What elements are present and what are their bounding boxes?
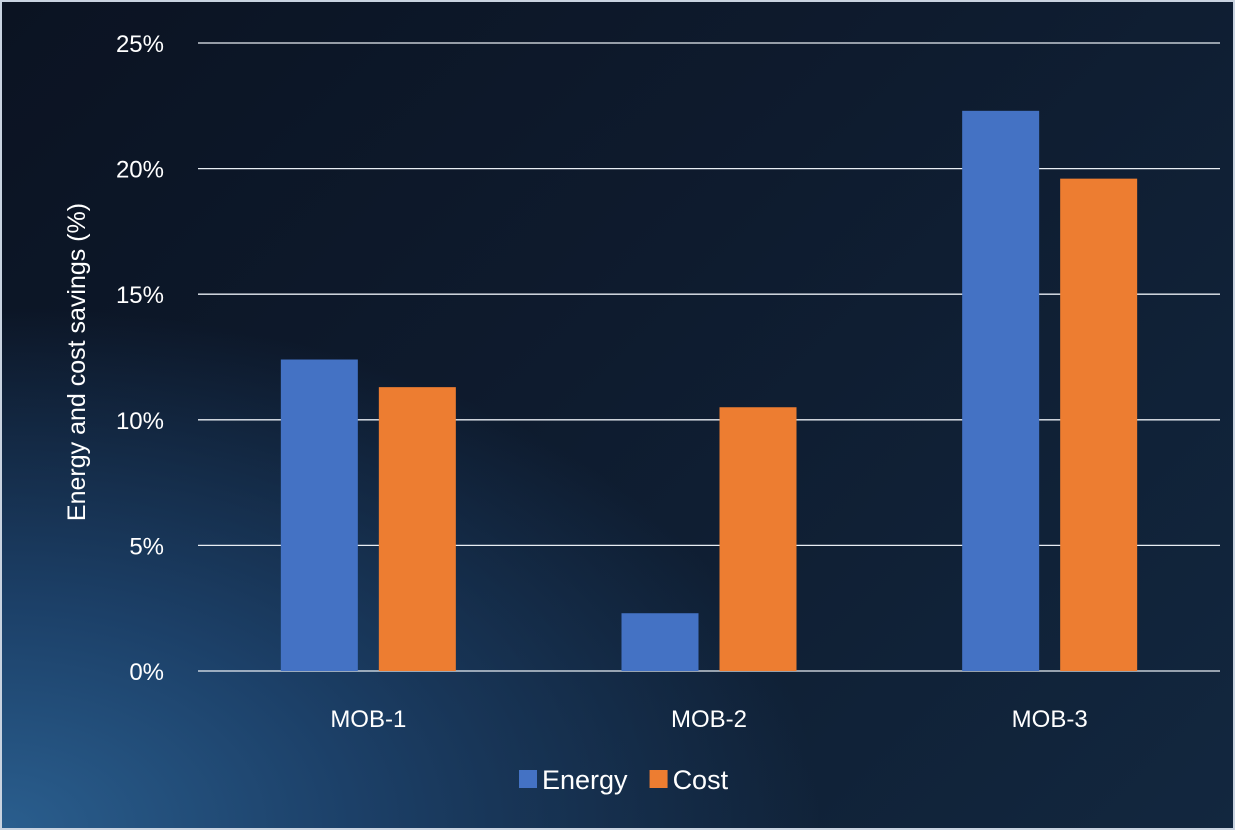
y-tick-label: 5% bbox=[129, 533, 164, 560]
x-tick-label: MOB-3 bbox=[1012, 706, 1088, 733]
bar-energy-mob-1 bbox=[280, 359, 358, 671]
legend-label-energy: Energy bbox=[542, 765, 628, 795]
bar-energy-mob-2 bbox=[621, 613, 699, 671]
y-tick-label: 10% bbox=[116, 408, 164, 435]
legend-swatch-cost bbox=[649, 770, 668, 788]
legend-swatch-energy bbox=[519, 770, 537, 788]
y-tick-label: 25% bbox=[116, 31, 164, 58]
legend-label-cost: Cost bbox=[673, 765, 729, 795]
gridlines bbox=[198, 42, 1220, 672]
bar-cost-mob-3 bbox=[1060, 178, 1138, 671]
y-tick-label: 0% bbox=[129, 659, 164, 686]
bars bbox=[280, 110, 1138, 672]
y-tick-label: 15% bbox=[116, 282, 164, 309]
bar-energy-mob-3 bbox=[962, 110, 1040, 672]
y-axis-ticks: 0% 5% 10% 15% 20% 25% bbox=[116, 31, 164, 686]
bar-cost-mob-1 bbox=[378, 387, 456, 671]
x-axis-ticks: MOB-1 MOB-2 MOB-3 bbox=[330, 706, 1087, 733]
bar-cost-mob-2 bbox=[719, 407, 797, 671]
legend: Energy Cost bbox=[519, 765, 729, 795]
y-tick-label: 20% bbox=[116, 157, 164, 184]
x-tick-label: MOB-2 bbox=[671, 706, 747, 733]
x-tick-label: MOB-1 bbox=[330, 706, 406, 733]
y-axis-title: Energy and cost savings (%) bbox=[63, 203, 91, 521]
